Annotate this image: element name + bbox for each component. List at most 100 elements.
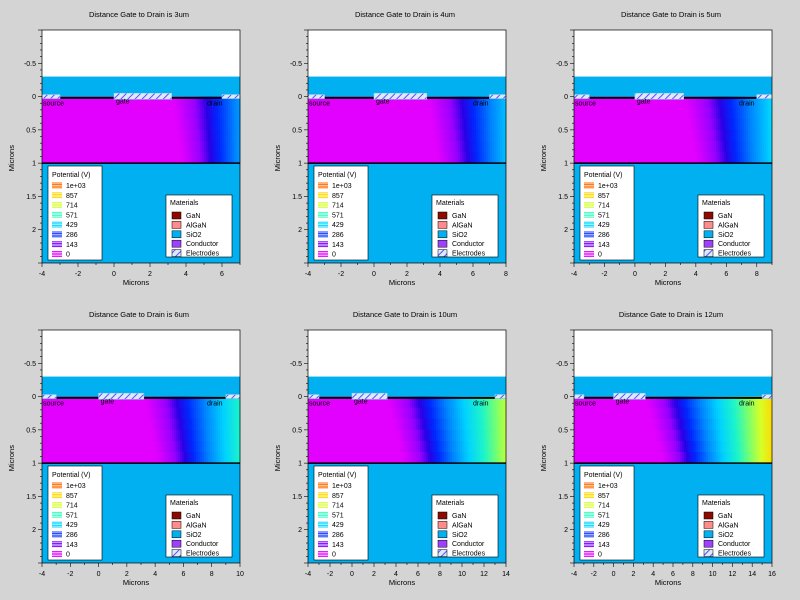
field-cell: [78, 107, 81, 120]
potential-legend-value: 714: [66, 503, 78, 510]
field-cell: [472, 396, 475, 409]
field-cell: [346, 452, 349, 464]
field-cell: [200, 107, 203, 120]
potential-legend-value: 429: [598, 222, 610, 229]
field-cell: [322, 429, 325, 442]
field-cell: [638, 140, 641, 153]
field-cell: [724, 440, 727, 453]
field-cell: [322, 129, 325, 142]
field-cell: [578, 396, 581, 409]
field-cell: [94, 107, 97, 120]
field-cell: [476, 418, 479, 431]
field-cell: [400, 407, 403, 420]
field-cell: [126, 129, 129, 142]
field-cell: [708, 152, 711, 164]
field-cell: [504, 107, 507, 120]
field-cell: [738, 452, 741, 464]
field-cell: [100, 107, 103, 120]
field-cell: [338, 429, 341, 442]
potential-legend-value: 1e+03: [332, 183, 352, 190]
field-cell: [384, 96, 387, 109]
field-cell: [730, 429, 733, 442]
field-cell: [720, 429, 723, 442]
field-cell: [232, 429, 235, 442]
field-cell: [328, 129, 331, 142]
field-cell: [620, 129, 623, 142]
field-cell: [342, 452, 345, 464]
field-cell: [234, 440, 237, 453]
field-cell: [700, 429, 703, 442]
field-cell: [490, 407, 493, 420]
field-cell: [588, 396, 591, 409]
field-cell: [418, 152, 421, 164]
field-cell: [144, 118, 147, 131]
field-cell: [576, 440, 579, 453]
field-cell: [356, 152, 359, 164]
field-cell: [484, 96, 487, 109]
field-cell: [132, 429, 135, 442]
field-cell: [406, 118, 409, 131]
field-cell: [154, 396, 157, 409]
field-cell: [328, 418, 331, 431]
field-cell: [592, 129, 595, 142]
potential-legend-value: 714: [598, 203, 610, 210]
field-cell: [144, 407, 147, 420]
field-cell: [682, 118, 685, 131]
field-cell: [440, 440, 443, 453]
field-cell: [700, 118, 703, 131]
field-cell: [58, 96, 61, 109]
field-cell: [730, 107, 733, 120]
field-cell: [462, 418, 465, 431]
field-cell: [364, 407, 367, 420]
field-cell: [614, 440, 617, 453]
field-cell: [452, 452, 455, 464]
field-cell: [84, 118, 87, 131]
field-cell: [618, 396, 621, 409]
field-cell: [758, 440, 761, 453]
field-cell: [426, 429, 429, 442]
field-cell: [178, 129, 181, 142]
field-cell: [662, 429, 665, 442]
field-cell: [76, 452, 79, 464]
field-cell: [362, 96, 365, 109]
field-cell: [620, 118, 623, 131]
field-cell: [210, 96, 213, 109]
field-cell: [88, 107, 91, 120]
x-tick-label: 0: [97, 571, 101, 578]
field-cell: [370, 118, 373, 131]
field-cell: [580, 407, 583, 420]
field-cell: [652, 407, 655, 420]
field-cell: [180, 396, 183, 409]
field-cell: [664, 96, 667, 109]
field-cell: [710, 152, 713, 164]
field-cell: [660, 396, 663, 409]
field-cell: [648, 129, 651, 142]
field-cell: [492, 440, 495, 453]
field-cell: [72, 107, 75, 120]
field-cell: [234, 129, 237, 142]
field-cell: [764, 129, 767, 142]
field-cell: [740, 407, 743, 420]
field-cell: [338, 140, 341, 153]
field-cell: [728, 96, 731, 109]
field-cell: [686, 407, 689, 420]
field-cell: [228, 452, 231, 464]
field-cell: [312, 429, 315, 442]
field-cell: [358, 452, 361, 464]
field-cell: [720, 107, 723, 120]
field-cell: [126, 407, 129, 420]
potential-legend-value: 0: [66, 552, 70, 559]
field-cell: [496, 140, 499, 153]
field-cell: [82, 418, 85, 431]
field-cell: [450, 118, 453, 131]
field-cell: [54, 96, 57, 109]
field-cell: [688, 418, 691, 431]
field-cell: [188, 407, 191, 420]
potential-legend-value: 857: [66, 493, 78, 500]
field-cell: [374, 418, 377, 431]
field-cell: [138, 418, 141, 431]
field-cell: [498, 452, 501, 464]
field-cell: [602, 96, 605, 109]
field-cell: [44, 418, 47, 431]
